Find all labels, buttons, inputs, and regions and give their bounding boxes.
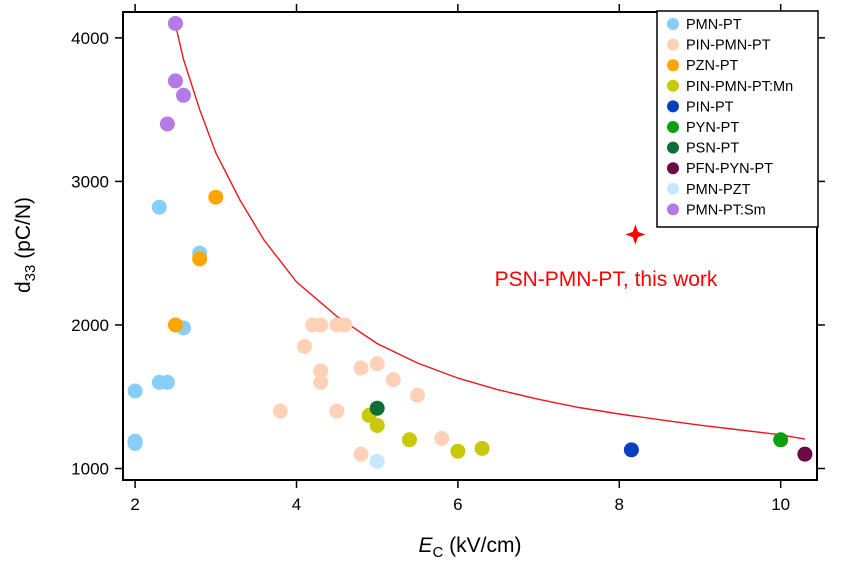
data-point-pin-pmn-pt bbox=[313, 363, 329, 379]
data-point-pin-pmn-pt bbox=[353, 446, 369, 462]
x-axis-title-unit: (kV/cm) bbox=[443, 534, 521, 557]
legend-label: PMN-PT:Sm bbox=[686, 202, 766, 218]
legend-box bbox=[656, 10, 819, 228]
legend-label: PZN-PT bbox=[686, 58, 739, 74]
legend: PMN-PT PIN-PMN-PT PZN-PT PIN-PMN-PT:Mn PIN-P… bbox=[656, 10, 819, 228]
y-axis-title: d33 (pC/N) bbox=[12, 197, 39, 293]
plot-border bbox=[122, 11, 818, 481]
data-point-pfn-pyn-pt bbox=[797, 446, 813, 462]
data-point-pin-pmn-pt-mn bbox=[474, 440, 490, 456]
legend-label: PIN-PT bbox=[686, 99, 734, 115]
data-point-pzn-pt bbox=[167, 317, 183, 333]
this-work-layer: PSN-PMN-PT, this work bbox=[495, 224, 718, 291]
data-point-psn-pt bbox=[369, 400, 385, 416]
x-tick-label: 2 bbox=[130, 495, 139, 514]
data-point-pin-pmn-pt bbox=[353, 360, 369, 376]
data-points-layer bbox=[127, 15, 813, 469]
data-point-pin-pmn-pt bbox=[297, 338, 313, 354]
legend-marker bbox=[667, 59, 679, 72]
x-tick-label: 6 bbox=[453, 495, 462, 514]
x-tick-label: 10 bbox=[771, 495, 790, 514]
legend-marker bbox=[667, 182, 679, 195]
data-point-pmn-pzt bbox=[369, 453, 385, 469]
data-point-pzn-pt bbox=[192, 251, 208, 267]
plot-frame bbox=[122, 11, 818, 481]
legend-label: PYN-PT bbox=[686, 120, 739, 136]
data-point-pin-pmn-pt bbox=[313, 374, 329, 390]
legend-marker bbox=[667, 79, 679, 92]
data-point-pmn-pt bbox=[127, 435, 143, 451]
data-point-pin-pmn-pt bbox=[313, 317, 329, 333]
legend-marker bbox=[667, 203, 679, 216]
data-point-pzn-pt bbox=[208, 189, 224, 205]
legend-label: PMN-PZT bbox=[686, 182, 751, 198]
x-axis-title-symbol: E bbox=[418, 534, 433, 557]
x-tick-label: 8 bbox=[615, 495, 624, 514]
data-point-pmn-pt-sm bbox=[159, 116, 175, 132]
legend-marker bbox=[667, 38, 679, 51]
y-axis-title-subscript: 33 bbox=[22, 265, 39, 282]
legend-label: PIN-PMN-PT:Mn bbox=[686, 79, 793, 95]
y-tick-label: 3000 bbox=[71, 172, 109, 191]
y-axis-title-unit: (pC/N) bbox=[12, 197, 35, 265]
data-point-pin-pmn-pt bbox=[410, 387, 426, 403]
trend-curve bbox=[174, 24, 806, 440]
x-axis-title: EC (kV/cm) bbox=[418, 534, 521, 561]
legend-marker bbox=[667, 18, 679, 30]
data-point-pin-pmn-pt bbox=[434, 430, 450, 446]
this-work-label: PSN-PMN-PT, this work bbox=[495, 268, 718, 291]
x-axis-title-subscript: C bbox=[433, 544, 444, 561]
data-point-pmn-pt bbox=[127, 383, 143, 399]
legend-label: PMN-PT bbox=[686, 17, 742, 33]
y-tick-label: 4000 bbox=[71, 29, 109, 48]
legend-marker bbox=[667, 100, 679, 113]
legend-marker bbox=[667, 121, 679, 133]
data-point-pin-pmn-pt bbox=[369, 356, 385, 372]
trend-curve-layer bbox=[174, 24, 806, 440]
x-tick-label: 4 bbox=[292, 495, 301, 514]
data-point-pin-pmn-pt bbox=[329, 403, 345, 419]
data-point-pin-pmn-pt bbox=[385, 372, 401, 388]
legend-marker bbox=[667, 141, 679, 154]
data-point-pmn-pt-sm bbox=[176, 87, 192, 103]
y-tick-label: 2000 bbox=[71, 316, 109, 335]
y-tick-label: 1000 bbox=[71, 460, 109, 479]
legend-label: PFN-PYN-PT bbox=[686, 161, 773, 177]
legend-label: PIN-PMN-PT bbox=[686, 38, 771, 54]
data-point-pmn-pt bbox=[159, 374, 175, 390]
data-point-pin-pmn-pt-mn bbox=[450, 443, 466, 459]
data-point-pmn-pt-sm bbox=[167, 15, 183, 31]
data-point-pin-pmn-pt bbox=[337, 317, 353, 333]
data-point-pin-pmn-pt-mn bbox=[369, 417, 385, 433]
this-work-star-marker bbox=[625, 224, 646, 245]
legend-label: PSN-PT bbox=[686, 141, 739, 157]
data-point-pin-pmn-pt-mn bbox=[401, 432, 417, 448]
data-point-pmn-pt-sm bbox=[167, 73, 183, 89]
data-point-pyn-pt bbox=[773, 432, 789, 448]
data-point-pin-pt bbox=[623, 442, 639, 458]
legend-marker bbox=[667, 162, 679, 175]
data-point-pin-pmn-pt bbox=[272, 403, 288, 419]
y-axis-title-symbol: d bbox=[12, 281, 35, 293]
data-point-pmn-pt bbox=[151, 199, 167, 215]
